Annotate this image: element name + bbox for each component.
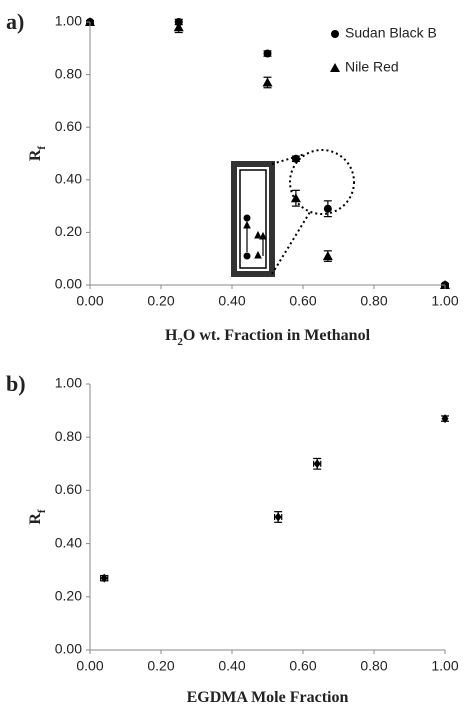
y-tick-label: 0.00 <box>55 276 82 292</box>
x-tick-label: 0.20 <box>147 293 174 309</box>
x-tick-label: 0.20 <box>147 658 174 674</box>
error-bar <box>100 574 109 582</box>
y-tick-label: 0.80 <box>55 428 82 444</box>
error-bar <box>263 50 272 57</box>
y-tick-label: 0.20 <box>55 223 82 239</box>
x-axis-title: H2O wt. Fraction in Methanol <box>165 327 371 348</box>
x-tick-label: 1.00 <box>431 658 458 674</box>
error-bar <box>274 511 283 523</box>
error-bar <box>263 76 272 89</box>
legend-marker <box>331 30 339 38</box>
inset-triangle <box>254 250 262 259</box>
error-bar <box>323 200 332 218</box>
inset-diagram <box>231 149 355 277</box>
y-axis-title-part: R <box>27 513 44 525</box>
inset-triangle <box>254 230 262 239</box>
x-tick-label: 0.60 <box>289 293 316 309</box>
y-axis-title: Rf <box>27 146 48 162</box>
y-axis-title: Rf <box>27 509 48 525</box>
inset-dot <box>243 252 251 260</box>
legend-label: Sudan Black B <box>345 25 437 41</box>
x-tick-label: 0.80 <box>360 658 387 674</box>
y-tick-label: 0.00 <box>55 641 82 657</box>
inset-arrow-head <box>259 231 267 240</box>
y-tick-label: 0.80 <box>55 65 82 81</box>
y-tick-label: 0.40 <box>55 171 82 187</box>
y-tick-label: 0.20 <box>55 588 82 604</box>
inset-zoom-circle <box>289 149 355 215</box>
x-tick-label: 0.40 <box>218 658 245 674</box>
y-tick-label: 1.00 <box>55 375 82 391</box>
legend-marker <box>330 63 340 72</box>
y-tick-label: 0.60 <box>55 118 82 134</box>
panel-label: a) <box>6 9 24 34</box>
inset-arrow-head <box>243 220 251 229</box>
x-tick-label: 0.00 <box>76 293 103 309</box>
inset-zoom-line <box>271 153 306 165</box>
error-bar <box>291 189 300 207</box>
error-bar <box>323 250 332 262</box>
y-axis-title-part: R <box>27 149 44 161</box>
inset-plate <box>231 161 275 277</box>
y-tick-label: 1.00 <box>55 13 82 29</box>
x-tick-label: 0.00 <box>76 658 103 674</box>
x-axis-title-part: EGDMA Mole Fraction <box>187 689 349 706</box>
error-bar <box>313 457 322 470</box>
x-axis-title-part: H <box>165 327 178 344</box>
inset-zoom-line <box>271 211 311 275</box>
x-axis-title-part: 2 <box>177 336 183 348</box>
x-axis-title: EGDMA Mole Fraction <box>187 689 349 706</box>
x-tick-label: 1.00 <box>431 293 458 309</box>
x-tick-label: 0.60 <box>289 658 316 674</box>
x-axis-title-part: O wt. Fraction in Methanol <box>183 327 371 344</box>
inset-dot <box>243 214 251 222</box>
y-axis-title-part: f <box>36 146 48 150</box>
y-axis-title-part: f <box>36 509 48 513</box>
y-tick-label: 0.60 <box>55 481 82 497</box>
x-tick-label: 0.80 <box>360 293 387 309</box>
panel-label: b) <box>6 371 26 396</box>
error-bar <box>174 18 183 26</box>
legend-label: Nile Red <box>345 59 399 75</box>
x-tick-label: 0.40 <box>218 293 245 309</box>
y-tick-label: 0.40 <box>55 534 82 550</box>
error-bar <box>441 415 449 422</box>
